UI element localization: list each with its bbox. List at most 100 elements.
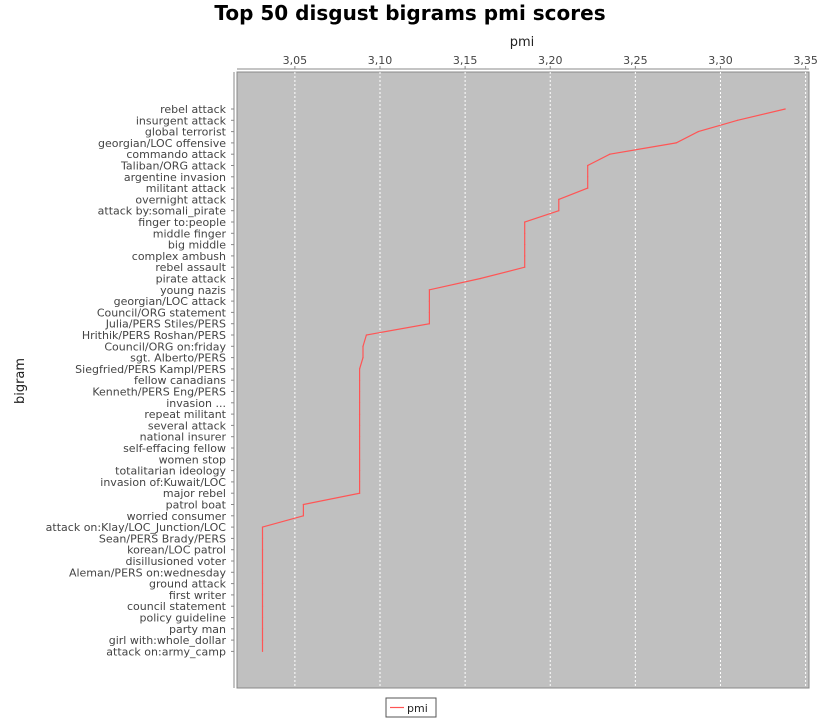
y-tick-label: finger to:people [138,216,226,229]
data-point [358,481,361,483]
data-point [358,368,361,370]
y-tick-label: insurgent attack [136,114,227,127]
data-point [697,131,699,133]
data-point [428,300,430,302]
y-tick-label: pirate attack [156,273,227,286]
plot-area [236,71,810,689]
data-point [479,277,482,280]
data-point [261,583,264,585]
data-point [524,266,526,268]
y-tick-label: girl with:whole_dollar [109,634,227,647]
x-tick-label: 3,15 [453,54,478,67]
y-tick-label: totalitarian ideology [115,465,226,478]
data-point [358,447,361,449]
x-tick-label: 3,10 [368,54,393,67]
y-tick-label: argentine invasion [124,171,226,184]
data-point [558,210,560,212]
data-point [358,402,361,404]
data-point [675,142,677,144]
data-point [428,289,430,291]
y-tick-label: patrol boat [166,499,227,512]
y-tick-label: georgian/LOC attack [114,295,227,308]
data-point [362,357,364,359]
y-tick-label: worried consumer [127,510,227,523]
data-point [302,515,304,517]
data-point [736,119,739,121]
y-tick-label: global terrorist [145,126,227,139]
data-point [362,345,364,347]
data-point [358,470,361,472]
y-tick-label: ground attack [149,578,227,591]
x-axis: 3,05 3,10 3,15 3,20 3,25 3,30 3,35 [237,54,818,70]
y-tick-label: fellow canadians [134,374,226,387]
data-point [261,594,264,596]
y-tick-label: Julia/PERS Stiles/PERS [105,318,226,331]
y-tick-label: Taliban/ORG attack [120,160,227,173]
data-point [358,390,361,393]
data-point [261,605,264,607]
data-point [587,187,589,189]
x-tick-label: 3,30 [708,54,733,67]
legend-box [385,697,437,718]
y-tick-label: policy guideline [140,612,227,625]
y-tick-label: Council/ORG on:friday [104,340,226,353]
y-tick-label: middle finger [153,227,227,240]
x-tick-label: 3,05 [283,54,308,67]
y-axis-label: bigram [13,358,28,404]
data-point [524,244,526,246]
data-point [358,492,361,494]
y-tick-label: Hrithik/PERS Roshan/PERS [82,329,226,342]
y-tick-label: repeat militant [144,408,226,421]
data-point [609,153,611,155]
y-tick-label: invasion of:Kuwait/LOC [100,476,226,489]
y-tick-label: Kenneth/PERS Eng/PERS [92,386,226,399]
data-point [365,334,367,336]
y-tick-label: overnight attack [135,193,226,206]
data-point [261,616,264,619]
legend: pmi [385,697,437,718]
y-tick-label: women stop [159,453,226,466]
x-tick-label: 3,35 [793,54,818,67]
y-tick-label: self-effacing fellow [123,442,226,455]
x-tick-label: 3,25 [623,54,648,67]
plot-background [236,71,810,689]
x-axis-label: pmi [510,35,535,50]
y-tick-label: Council/ORG statement [97,306,227,319]
y-tick-label: Siegfried/PERS Kampl/PERS [75,363,226,376]
y-tick-label: attack by:somali_pirate [98,205,227,218]
data-point [261,650,264,653]
y-tick-label: Aleman/PERS on:wednesday [69,566,227,579]
y-tick-label: sgt. Alberto/PERS [130,352,226,365]
y-tick-label: young nazis [160,284,226,297]
y-tick-label: complex ambush [132,250,226,263]
y-tick-label: major rebel [163,487,226,500]
y-tick-label: invasion ... [166,397,226,410]
y-tick-label: korean/LOC patrol [127,544,226,557]
y-tick-label: georgian/LOC offensive [98,137,226,150]
data-point [358,413,361,415]
data-point [302,503,304,506]
data-point [261,537,264,540]
y-tick-label: council statement [127,600,227,613]
data-point [261,549,264,551]
y-tick-label: first writer [169,589,227,602]
y-tick-label: attack on:Klay/LOC_Junction/LOC [46,521,227,534]
y-tick-label: party man [169,623,226,636]
data-point [784,108,786,110]
legend-label-pmi: pmi [407,702,428,715]
data-point [358,436,361,438]
data-point [358,379,361,381]
data-point [261,628,264,630]
data-point [358,458,361,460]
y-tick-label: big middle [168,239,226,252]
data-point [524,221,526,223]
y-tick-label: attack on:army_camp [106,645,226,658]
y-tick-label: commando attack [126,148,226,161]
data-point [587,164,589,167]
y-tick-label: militant attack [146,182,227,195]
data-point [358,424,361,426]
y-tick-label: Sean/PERS Brady/PERS [99,532,226,545]
data-point [524,255,526,257]
